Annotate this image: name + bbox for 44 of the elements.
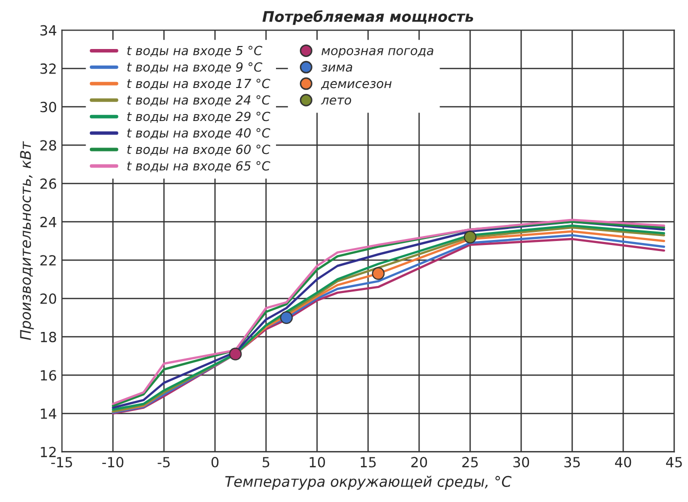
legend-label: морозная погода: [322, 48, 434, 58]
x-tick-label: 30: [513, 456, 530, 468]
y-tick-label: 26: [40, 178, 56, 189]
x-tick-label: 25: [462, 456, 478, 468]
x-tick-label: 35: [564, 456, 580, 468]
legend-label: t воды на входе 60 °С: [127, 144, 270, 156]
point: [229, 348, 242, 360]
x-tick-label: 5: [262, 457, 270, 468]
x-axis-title: Температура окружающей среды, °С: [225, 476, 512, 490]
legend-label: t воды на входе 65 °С: [127, 161, 270, 172]
y-tick-label: 24: [40, 216, 56, 228]
legend-label: t воды на входе 5 °С: [127, 46, 262, 57]
x-tick-label: -5: [158, 457, 170, 468]
y-tick-label: 30: [40, 102, 56, 112]
x-tick-label: 20: [411, 456, 428, 468]
y-axis-title: Производительность, кВт: [20, 141, 34, 340]
y-tick-label: 28: [40, 140, 56, 151]
chart-title: Потребляемая мощность: [262, 10, 474, 25]
y-tick-label: 14: [40, 408, 56, 419]
y-tick-label: 22: [40, 255, 56, 266]
point: [280, 311, 293, 324]
y-tick-label: 16: [40, 370, 56, 381]
x-tick-label: -10: [102, 456, 124, 468]
y-tick-label: 20: [40, 293, 56, 304]
y-tick-label: 12: [40, 446, 56, 458]
x-tick-label: 40: [615, 456, 632, 468]
x-tick-label: -15: [51, 457, 72, 468]
point: [372, 267, 385, 280]
legend-label: зима: [321, 64, 352, 72]
legend-label: t воды на входе 40 °С: [127, 128, 270, 140]
legend-label: лето: [320, 98, 352, 105]
point: [464, 230, 476, 244]
y-tick-label: 34: [40, 25, 56, 36]
x-tick-label: 10: [310, 456, 325, 468]
x-tick-label: 0: [211, 456, 218, 468]
legend-label: t воды на входе 29 °С: [127, 112, 270, 123]
x-tick-label: 15: [360, 457, 376, 468]
legend-label: t воды на входе 24 °С: [127, 95, 270, 106]
y-tick-label: 32: [40, 63, 56, 74]
y-tick-label: 18: [40, 332, 56, 342]
legend-label: t воды на входе 17 °С: [127, 78, 270, 90]
x-tick-label: 45: [666, 457, 682, 468]
legend-label: демисезон: [320, 81, 392, 90]
legend-label: t воды на входе 9 °С: [127, 62, 262, 74]
